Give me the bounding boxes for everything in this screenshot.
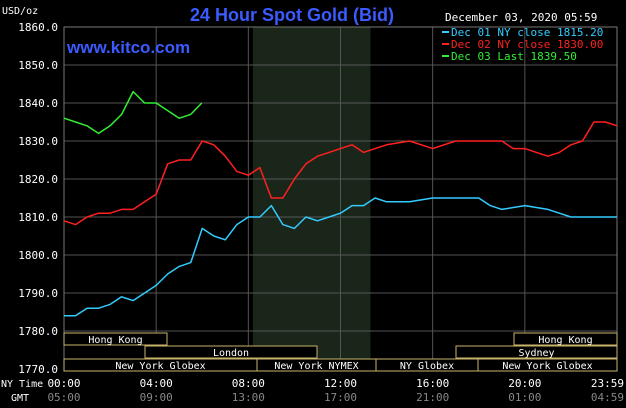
session-shade <box>252 27 371 369</box>
y-tick-label: 1770.0 <box>18 363 58 376</box>
series-layer <box>63 90 618 317</box>
x-tick-label-gmt: 17:00 <box>324 391 357 404</box>
site-watermark: www.kitco.com <box>66 38 190 57</box>
gmt-label: GMT <box>11 393 29 404</box>
x-tick-label-ny: 23:59 <box>591 377 624 390</box>
y-tick-label: 1850.0 <box>18 59 58 72</box>
session-bar <box>144 345 318 359</box>
y-tick-label: 1860.0 <box>18 21 58 34</box>
y-tick-label: 1820.0 <box>18 173 58 186</box>
session-label: Hong Kong <box>88 335 142 346</box>
legend-label: Dec 02 NY close 1830.00 <box>451 38 603 51</box>
x-tick-label-gmt: 09:00 <box>140 391 173 404</box>
session-label: Sydney <box>518 348 554 359</box>
y-tick-label: 1840.0 <box>18 97 58 110</box>
date-time-label: December 03, 2020 05:59 <box>445 11 597 24</box>
y-tick-label: 1780.0 <box>18 325 58 338</box>
series-line-1 <box>64 197 617 317</box>
unit-label: USD/oz <box>2 6 38 17</box>
x-tick-label-ny: 04:00 <box>140 377 173 390</box>
x-tick-label-gmt: 04:59 <box>591 391 624 404</box>
series-line-2 <box>63 121 618 226</box>
y-tick-label: 1800.0 <box>18 249 58 262</box>
x-tick-label-gmt: 13:00 <box>232 391 265 404</box>
x-tick-label-ny: 00:00 <box>47 377 80 390</box>
session-label: NY Globex <box>400 361 454 372</box>
session-label: New York Globex <box>502 361 592 372</box>
session-label: New York Globex <box>115 361 205 372</box>
session-bar <box>63 332 168 346</box>
x-tick-label-ny: 12:00 <box>324 377 357 390</box>
session-bar <box>455 345 618 359</box>
x-tick-label-ny: 16:00 <box>416 377 449 390</box>
legend-label: Dec 03 Last 1839.50 <box>451 50 577 63</box>
x-tick-label-gmt: 21:00 <box>416 391 449 404</box>
x-tick-label-ny: 08:00 <box>232 377 265 390</box>
x-tick-label-ny: 20:00 <box>508 377 541 390</box>
x-tick-label-gmt: 05:00 <box>47 391 80 404</box>
y-tick-label: 1810.0 <box>18 211 58 224</box>
chart-title: 24 Hour Spot Gold (Bid) <box>190 5 394 25</box>
session-bars: Hong Kong London New York Globex New York N… <box>63 332 618 372</box>
x-axis-ticks: 00:00 04:00 08:00 12:00 16:00 20:00 23:59 05:00… <box>47 377 624 404</box>
session-bar <box>477 358 618 372</box>
legend-label: Dec 01 NY close 1815.20 <box>451 26 603 39</box>
y-tick-label: 1790.0 <box>18 287 58 300</box>
session-label: Hong Kong <box>538 335 592 346</box>
x-tick-label-gmt: 01:00 <box>508 391 541 404</box>
series-line-3 <box>63 90 203 135</box>
y-tick-label: 1830.0 <box>18 135 58 148</box>
session-label: New York NYMEX <box>274 361 358 372</box>
ny-time-label: NY Time <box>1 379 43 390</box>
session-bar <box>513 332 618 346</box>
session-label: London <box>213 348 249 359</box>
y-axis-ticks: 1860.0 1850.0 1840.0 1830.0 1820.0 1810.0 1800… <box>18 21 58 376</box>
